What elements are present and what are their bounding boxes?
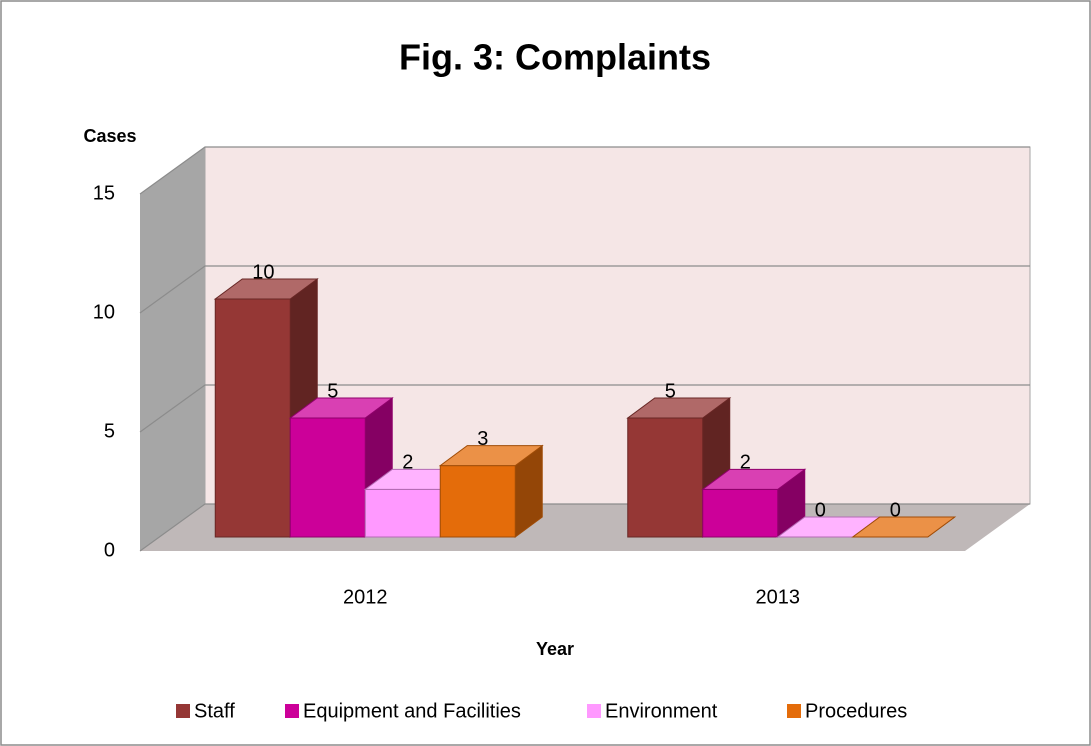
y-tick-label: 15 — [93, 182, 115, 204]
legend-swatch — [285, 704, 299, 718]
legend-label: Equipment and Facilities — [303, 700, 521, 722]
bar — [626, 397, 732, 538]
y-tick-label: 5 — [104, 420, 115, 442]
y-tick-label: 10 — [93, 301, 115, 323]
bar-front — [214, 298, 291, 538]
bar-top — [288, 397, 394, 419]
bar-front — [702, 488, 779, 538]
data-label: 2 — [740, 452, 751, 474]
bar — [851, 516, 957, 538]
x-tick-label: 2012 — [343, 586, 388, 608]
grid-line — [139, 146, 1030, 195]
data-label: 0 — [890, 499, 901, 521]
legend-label: Staff — [194, 700, 235, 722]
grid-line — [139, 265, 1030, 314]
bar-top — [626, 397, 732, 419]
bar-top — [851, 516, 957, 538]
grid-line — [139, 384, 1030, 433]
bar-front — [289, 417, 366, 538]
bar — [438, 444, 544, 538]
y-tick-label: 0 — [104, 539, 115, 561]
legend-swatch — [587, 704, 601, 718]
bar — [701, 468, 807, 538]
data-label: 5 — [665, 380, 676, 402]
bar-front — [439, 465, 516, 538]
legend-label: Procedures — [805, 700, 907, 722]
data-label: 5 — [327, 380, 338, 402]
bar-top — [213, 278, 319, 300]
legend-swatch — [787, 704, 801, 718]
bar-front — [364, 488, 441, 538]
side-wall — [140, 147, 205, 551]
legend-swatch — [176, 704, 190, 718]
data-label: 2 — [402, 452, 413, 474]
y-axis-title: Cases — [83, 126, 136, 146]
bar-top — [701, 468, 807, 490]
chart-title: Fig. 3: Complaints — [399, 37, 711, 78]
bar-top — [438, 445, 544, 467]
bar-front — [627, 417, 704, 538]
legend-label: Environment — [605, 700, 718, 722]
x-axis-title: Year — [536, 639, 574, 659]
data-label: 10 — [252, 261, 274, 283]
data-label: 3 — [477, 428, 488, 450]
data-label: 0 — [815, 499, 826, 521]
x-tick-label: 2013 — [756, 586, 801, 608]
